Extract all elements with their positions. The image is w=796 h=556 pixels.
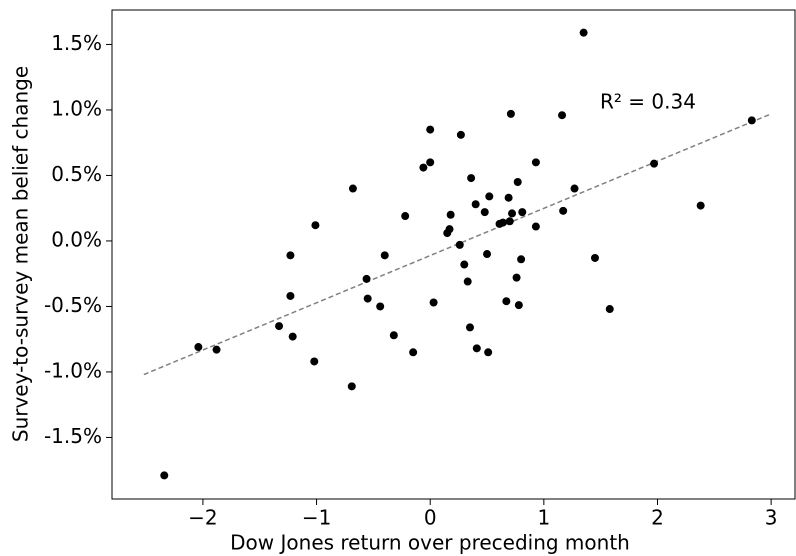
point <box>348 184 357 193</box>
point <box>506 109 515 118</box>
point <box>472 344 481 353</box>
point <box>409 348 418 357</box>
point <box>362 274 371 283</box>
x-tick-label: 2 <box>651 506 664 530</box>
point <box>531 158 540 167</box>
point <box>363 294 372 303</box>
point <box>513 177 522 186</box>
point <box>460 260 469 269</box>
x-tick-label: −2 <box>188 506 217 530</box>
point <box>579 28 588 37</box>
point <box>212 345 221 354</box>
point <box>456 130 465 139</box>
x-tick-label: 1 <box>537 506 550 530</box>
point <box>502 297 511 306</box>
y-axis-label: Survey-to-survey mean belief change <box>9 66 33 442</box>
point <box>696 201 705 210</box>
point <box>380 251 389 260</box>
point <box>288 332 297 341</box>
point <box>389 331 398 340</box>
point <box>518 208 527 217</box>
x-axis-label: Dow Jones return over preceding month <box>230 531 630 555</box>
annotation: R² = 0.34 <box>600 90 696 114</box>
x-tick-label: −1 <box>302 506 331 530</box>
point <box>347 382 356 391</box>
point <box>605 305 614 314</box>
point <box>747 116 756 125</box>
point <box>419 163 428 172</box>
point <box>483 250 492 259</box>
point <box>463 277 472 286</box>
x-tick-label: 3 <box>765 506 778 530</box>
point <box>446 210 455 219</box>
point <box>426 158 435 167</box>
point <box>429 298 438 307</box>
point <box>160 471 169 480</box>
y-tick-label: -1.5% <box>44 424 102 448</box>
point <box>504 193 513 202</box>
point <box>498 218 507 227</box>
point <box>401 212 410 221</box>
y-tick-label: 0.5% <box>51 162 102 186</box>
point <box>590 253 599 262</box>
y-tick-label: -0.5% <box>44 293 102 317</box>
point <box>508 209 517 218</box>
point <box>505 217 514 226</box>
point <box>558 111 567 120</box>
y-tick-label: 1.5% <box>51 31 102 55</box>
point <box>426 125 435 134</box>
y-tick-label: 1.0% <box>51 96 102 120</box>
y-tick-label: -1.0% <box>44 358 102 382</box>
point <box>467 174 476 183</box>
point <box>485 192 494 201</box>
point <box>531 222 540 231</box>
point <box>484 348 493 357</box>
plot-frame <box>111 9 796 500</box>
point <box>465 323 474 332</box>
y-tick-label: 0.0% <box>51 227 102 251</box>
point <box>471 200 480 209</box>
point <box>286 251 295 260</box>
point <box>275 322 284 331</box>
point <box>512 273 521 282</box>
point <box>445 225 454 234</box>
point <box>376 302 385 311</box>
point <box>559 206 568 215</box>
point <box>310 357 319 366</box>
point <box>286 291 295 300</box>
point <box>570 184 579 193</box>
point <box>455 240 464 249</box>
x-tick-label: 0 <box>424 506 437 530</box>
point <box>514 301 523 310</box>
point <box>194 343 203 352</box>
point <box>650 159 659 168</box>
point <box>517 255 526 264</box>
point <box>480 208 489 217</box>
point <box>311 221 320 230</box>
